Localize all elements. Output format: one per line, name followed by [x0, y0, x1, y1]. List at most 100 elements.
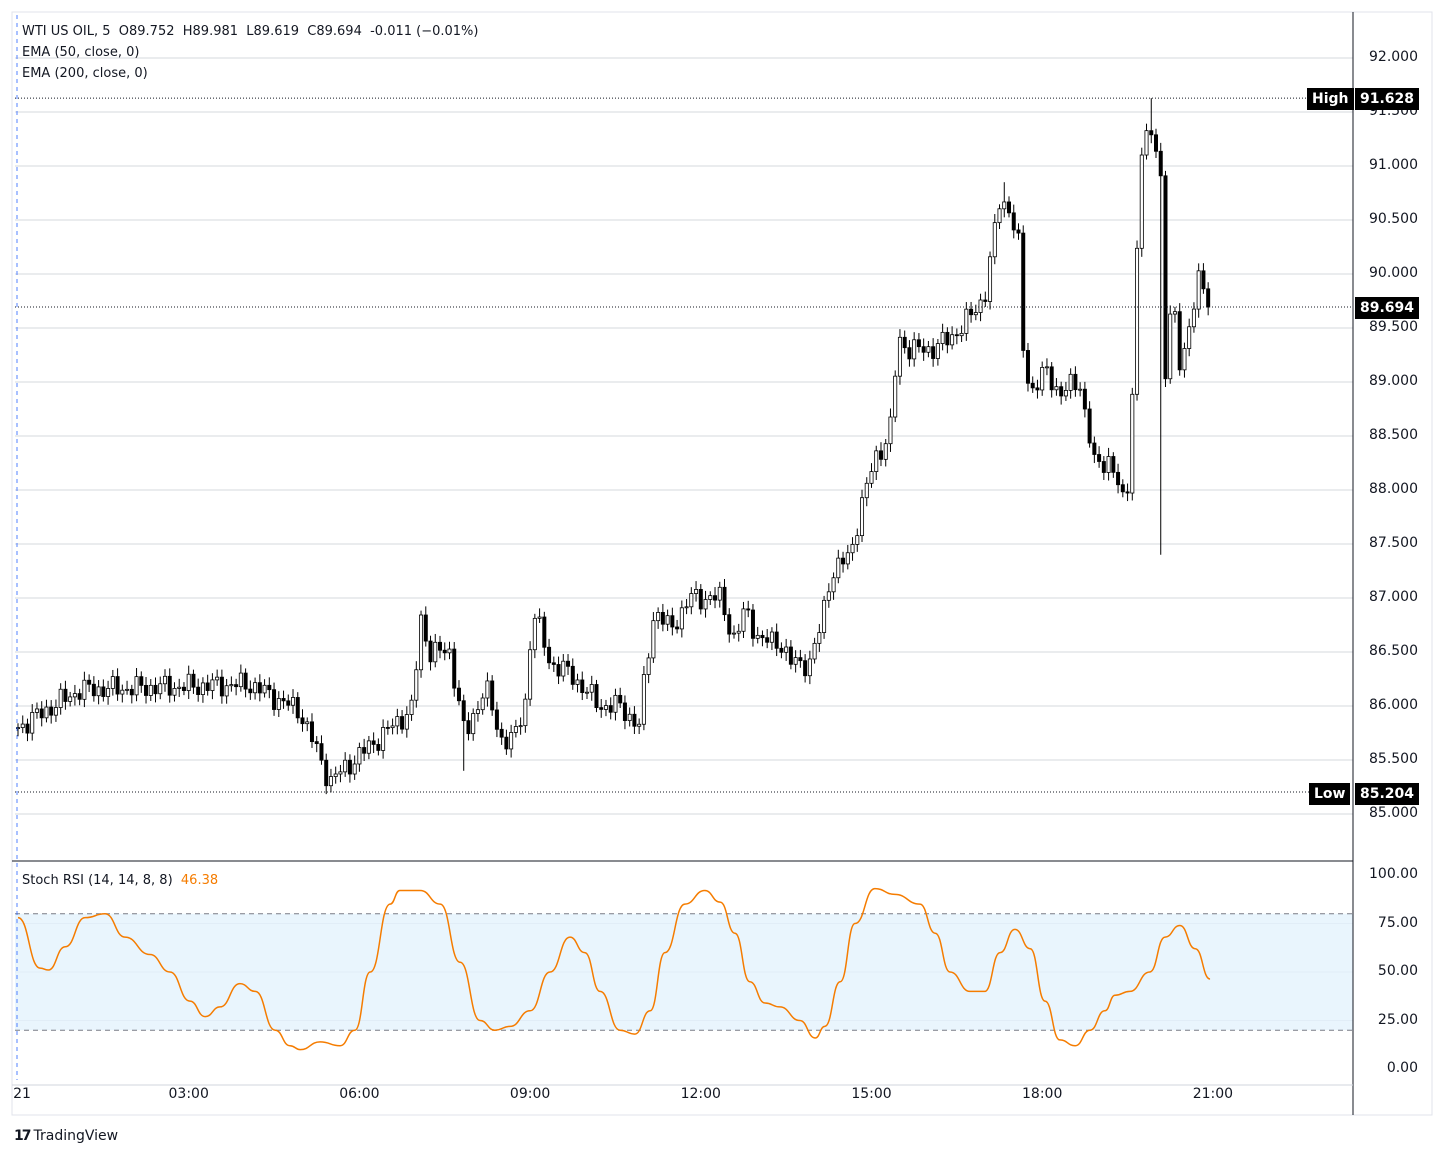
- candle-up: [162, 675, 167, 685]
- chart-frame: [11, 11, 1433, 1116]
- candle-down: [243, 672, 248, 690]
- candle-down: [1092, 442, 1097, 455]
- candle-down: [319, 743, 324, 761]
- candle-up: [1172, 311, 1177, 315]
- ema200-legend[interactable]: EMA (200, close, 0): [22, 66, 148, 81]
- candle-up: [366, 740, 371, 754]
- candle-down: [580, 679, 585, 693]
- candle-up: [1130, 393, 1135, 494]
- candle-up: [253, 682, 258, 694]
- price-tick-label: 87.500: [1369, 535, 1418, 551]
- brand-name: TradingView: [33, 1128, 119, 1144]
- candle-up: [518, 725, 523, 728]
- candle-down: [1021, 232, 1026, 351]
- time-tick-label: 09:00: [509, 1086, 551, 1102]
- symbol-legend[interactable]: WTI US OIL, 5 O89.752 H89.981 L89.619 C8…: [22, 24, 479, 39]
- candle-up: [414, 669, 419, 701]
- tradingview-logo[interactable]: 17 TradingView: [14, 1128, 118, 1144]
- candle-up: [641, 674, 646, 725]
- candle-up: [874, 450, 879, 472]
- candle-down: [954, 334, 959, 337]
- candle-down: [1206, 288, 1211, 308]
- candle-down: [442, 649, 447, 654]
- stoch-tick-label: 100.00: [1369, 866, 1418, 882]
- candle-up: [926, 346, 931, 353]
- candle-up: [1187, 326, 1192, 349]
- candle-down: [504, 736, 509, 750]
- candle-down: [902, 336, 907, 349]
- candle-up: [523, 698, 528, 727]
- candle-down: [1035, 387, 1040, 391]
- candle-up: [988, 256, 993, 302]
- candle-down: [727, 614, 732, 635]
- candle-up: [897, 336, 902, 377]
- candle-down: [144, 685, 149, 696]
- candle-up: [305, 721, 310, 725]
- candle-up: [96, 686, 101, 697]
- candle-up: [741, 608, 746, 632]
- tradingview-logo-icon: 17: [14, 1128, 32, 1144]
- candle-up: [352, 763, 357, 775]
- candle-down: [1097, 454, 1102, 462]
- candle-up: [480, 697, 485, 711]
- low-tag-label: Low: [1309, 783, 1351, 805]
- candle-up: [471, 713, 476, 735]
- candle-down: [466, 720, 471, 735]
- candle-up: [694, 589, 699, 594]
- candle-up: [125, 688, 130, 691]
- candle-down: [167, 675, 172, 696]
- time-tick-label: 21: [13, 1086, 31, 1102]
- candle-down: [608, 705, 613, 713]
- candles: [15, 98, 1211, 795]
- candle-up: [950, 334, 955, 346]
- candle-up: [656, 612, 661, 622]
- candle-down: [77, 693, 82, 700]
- stoch-legend[interactable]: Stoch RSI (14, 14, 8, 8) 46.38: [22, 873, 218, 888]
- candle-down: [765, 637, 770, 643]
- price-tick-label: 86.500: [1369, 643, 1418, 659]
- candle-up: [817, 632, 822, 644]
- candle-up: [224, 685, 229, 697]
- candle-up: [888, 416, 893, 445]
- candle-up: [172, 688, 177, 696]
- stoch-value: 46.38: [180, 873, 219, 888]
- candle-up: [997, 208, 1002, 224]
- candle-up: [855, 535, 860, 545]
- candle-down: [542, 616, 547, 648]
- candle-up: [158, 683, 163, 695]
- price-tick-label: 88.500: [1369, 427, 1418, 443]
- candle-up: [831, 577, 836, 593]
- candle-up: [1002, 201, 1007, 210]
- candle-down: [181, 686, 186, 691]
- candle-up: [684, 606, 689, 609]
- candle-up: [703, 599, 708, 610]
- price-tick-label: 85.000: [1369, 805, 1418, 821]
- candle-down: [49, 706, 54, 716]
- candle-up: [1168, 313, 1173, 380]
- candle-up: [679, 607, 684, 630]
- candle-up: [784, 646, 789, 653]
- candle-up: [755, 634, 760, 639]
- candle-up: [822, 599, 827, 633]
- candle-down: [1073, 373, 1078, 391]
- candle-up: [717, 586, 722, 601]
- price-tick-label: 89.500: [1369, 319, 1418, 335]
- candle-down: [1125, 491, 1130, 494]
- stoch-rsi-line: [17, 887, 1211, 1051]
- candle-down: [39, 708, 44, 719]
- candle-down: [385, 727, 390, 729]
- candle-down: [191, 673, 196, 688]
- candle-up: [134, 676, 139, 696]
- candle-up: [106, 688, 111, 697]
- candle-down: [632, 713, 637, 727]
- stoch-tick-label: 50.00: [1377, 963, 1418, 979]
- ema50-legend[interactable]: EMA (50, close, 0): [22, 45, 140, 60]
- candle-up: [935, 343, 940, 359]
- candle-up: [381, 727, 386, 751]
- price-tick-label: 86.000: [1369, 697, 1418, 713]
- candle-down: [1163, 175, 1168, 380]
- candle-up: [1044, 366, 1049, 369]
- candle-down: [324, 759, 329, 787]
- candle-up: [532, 617, 537, 651]
